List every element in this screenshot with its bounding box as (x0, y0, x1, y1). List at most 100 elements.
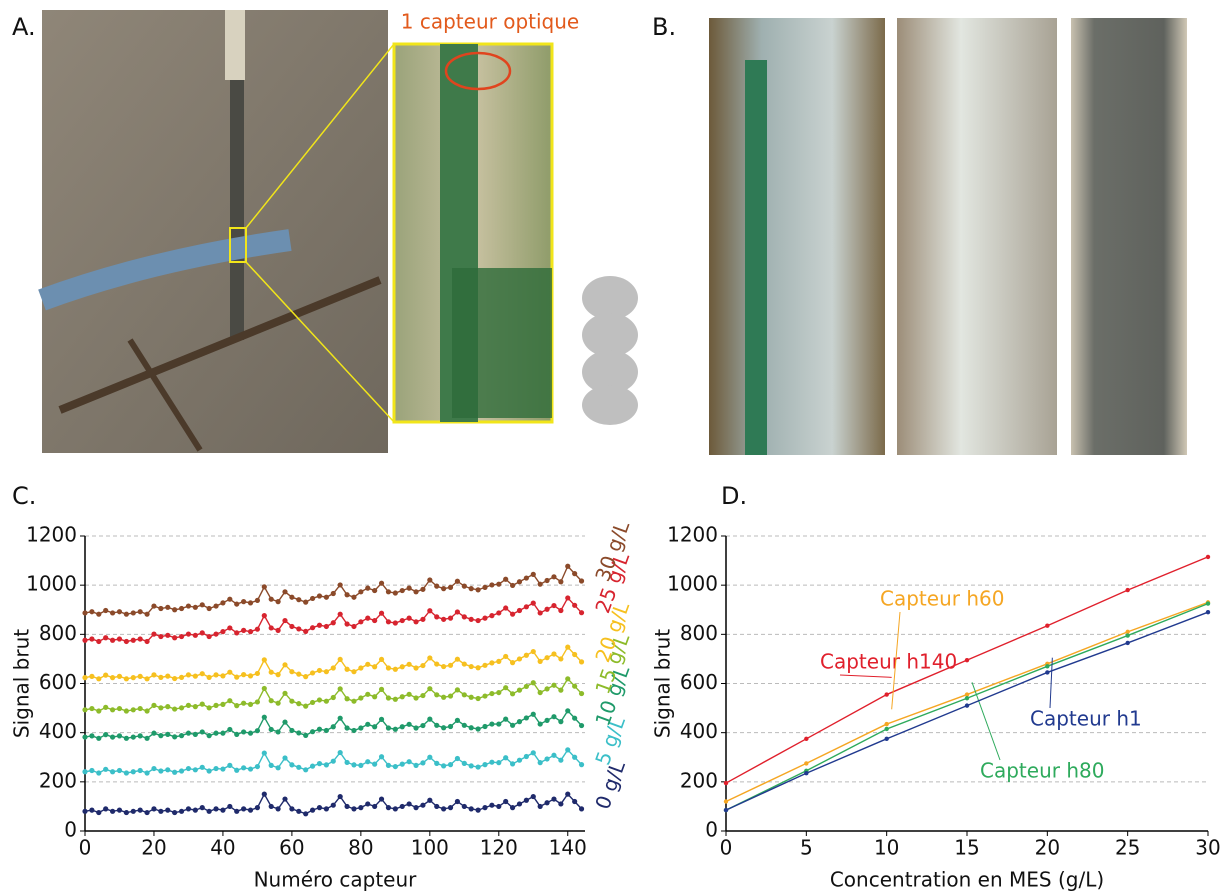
point (461, 661, 467, 667)
point (344, 696, 350, 702)
point (144, 809, 150, 816)
point (385, 619, 392, 625)
point (496, 689, 502, 696)
y-tick-label: 800 (39, 621, 77, 645)
x-tick-label: 140 (549, 836, 587, 860)
point (461, 803, 467, 810)
point (316, 593, 323, 599)
point (165, 767, 171, 773)
point (165, 632, 171, 638)
point (234, 808, 240, 814)
point (544, 655, 550, 661)
point (516, 579, 523, 585)
point (316, 805, 323, 811)
point (247, 629, 254, 635)
point (399, 664, 405, 670)
point (399, 803, 405, 810)
point (316, 622, 323, 628)
point (578, 722, 585, 729)
x-tick-label: 0 (79, 836, 92, 860)
point (441, 763, 447, 769)
series-line (84, 645, 583, 680)
point (344, 592, 350, 598)
point (392, 726, 398, 732)
point (282, 617, 288, 624)
point (544, 606, 550, 612)
point (454, 687, 461, 693)
point (206, 768, 212, 774)
point (482, 762, 488, 768)
point (468, 763, 474, 769)
point (247, 807, 254, 813)
point (330, 758, 336, 764)
point (468, 725, 474, 731)
point (447, 693, 454, 699)
point (558, 801, 564, 807)
point (496, 581, 502, 587)
point (261, 714, 267, 720)
point (261, 657, 267, 663)
point (530, 600, 536, 606)
series-label: Capteur h1 (1030, 707, 1142, 731)
point (884, 721, 889, 727)
point (220, 629, 226, 635)
point (241, 599, 247, 605)
series-label: Capteur h80 (980, 759, 1104, 783)
point (427, 686, 433, 692)
point (158, 605, 164, 612)
point (537, 803, 543, 810)
point (123, 809, 129, 816)
point (447, 615, 454, 621)
point (378, 580, 385, 586)
point (351, 669, 357, 675)
point (523, 715, 529, 721)
point (241, 729, 247, 735)
point (365, 801, 371, 807)
point (103, 672, 109, 678)
point (282, 662, 288, 668)
point (268, 698, 274, 704)
point (565, 791, 571, 797)
point (489, 582, 495, 588)
point (365, 615, 371, 621)
point (406, 801, 412, 807)
y-tick-label: 400 (680, 719, 718, 743)
point (406, 759, 412, 765)
point (399, 724, 405, 730)
point (116, 636, 123, 642)
point (578, 762, 585, 768)
point (964, 692, 970, 697)
point (165, 673, 171, 679)
point (489, 613, 495, 619)
point (220, 766, 226, 772)
point (503, 605, 509, 611)
point (220, 730, 226, 736)
point (123, 708, 129, 714)
y-tick-label: 0 (64, 818, 77, 842)
point (96, 676, 102, 682)
point (137, 673, 143, 679)
point (358, 665, 364, 671)
point (551, 574, 557, 580)
point (1125, 633, 1130, 638)
point (964, 703, 970, 708)
point (178, 808, 185, 814)
chart-title: C. (12, 482, 36, 510)
point (1045, 623, 1050, 628)
point (199, 805, 205, 811)
point (358, 762, 364, 768)
point (413, 695, 419, 701)
point (254, 763, 261, 770)
point (351, 727, 357, 734)
point (206, 674, 212, 680)
point (385, 695, 392, 701)
point (130, 808, 136, 814)
point (213, 631, 219, 637)
point (144, 770, 150, 776)
point (530, 793, 536, 800)
point (365, 759, 371, 765)
point (530, 711, 536, 717)
y-tick-label: 0 (705, 818, 718, 842)
point (558, 607, 564, 614)
